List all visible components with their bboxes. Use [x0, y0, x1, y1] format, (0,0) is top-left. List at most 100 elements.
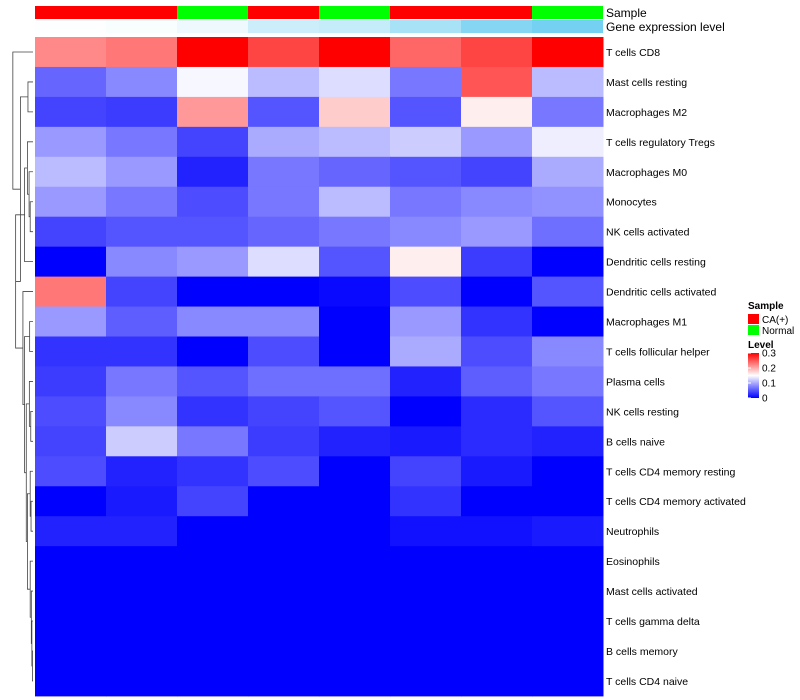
heatmap-cell	[248, 306, 320, 337]
heatmap-cell	[35, 606, 107, 637]
heatmap-cell	[319, 66, 391, 98]
heatmap-cell	[532, 126, 604, 158]
heatmap-cell	[390, 486, 462, 517]
heatmap-cell	[106, 426, 178, 457]
dendrogram-branch	[29, 201, 33, 233]
heatmap-cell	[106, 96, 178, 128]
heatmap-cell	[248, 426, 320, 457]
annotation-cell	[106, 6, 177, 19]
row-label: T cells CD4 naive	[606, 676, 688, 688]
annotation-track-label: Sample	[606, 6, 647, 20]
heatmap-cell	[177, 336, 249, 367]
sample-legend-swatch	[748, 314, 759, 324]
heatmap-cell	[461, 216, 533, 248]
annotation-cell	[35, 6, 106, 19]
heatmap-cell	[390, 576, 462, 607]
heatmap-cell	[319, 306, 391, 337]
level-legend-title: Level	[748, 340, 774, 351]
heatmap-cell	[248, 636, 320, 667]
heatmap-cell	[177, 665, 249, 697]
heatmap-cell	[35, 336, 107, 367]
heatmap-cell	[390, 126, 462, 158]
heatmap-cell	[177, 186, 249, 218]
heatmap-cell	[532, 426, 604, 457]
heatmap-cell	[106, 186, 178, 218]
heatmap-cell	[106, 276, 178, 308]
heatmap-cell	[319, 636, 391, 667]
row-label: T cells CD4 memory resting	[606, 466, 735, 478]
annotation-cell	[35, 20, 106, 33]
heatmap-cell	[248, 246, 320, 278]
heatmap-cell	[532, 246, 604, 278]
heatmap-cell	[248, 546, 320, 577]
heatmap-cell	[35, 186, 107, 218]
heatmap-cell	[106, 396, 178, 427]
dendrogram-branch	[27, 81, 33, 113]
heatmap-cell	[319, 216, 391, 248]
row-label: T cells CD8	[606, 47, 660, 59]
heatmap-cell	[461, 246, 533, 278]
heatmap-cell	[319, 336, 391, 367]
row-label: Dendritic cells resting	[606, 257, 706, 269]
annotation-cell	[532, 6, 603, 19]
heatmap-cell	[390, 516, 462, 547]
heatmap-cell	[35, 126, 107, 158]
heatmap-cell	[35, 276, 107, 308]
heatmap-cell	[532, 486, 604, 517]
row-label: T cells gamma delta	[606, 616, 700, 628]
annotation-track-label: Gene expression level	[606, 20, 725, 34]
heatmap-cell	[177, 306, 249, 337]
heatmap-cell	[461, 546, 533, 577]
heatmap-cell	[319, 426, 391, 457]
heatmap-cell	[248, 486, 320, 517]
heatmap-cell	[35, 306, 107, 337]
heatmap-cell	[461, 396, 533, 427]
heatmap-cell	[106, 66, 178, 98]
heatmap-cell	[106, 306, 178, 337]
heatmap-cell	[532, 366, 604, 397]
row-label: Macrophages M0	[606, 167, 687, 179]
heatmap-cell	[106, 516, 178, 547]
heatmap-cell	[177, 66, 249, 98]
sample-legend-label: CA(+)	[762, 315, 788, 326]
heatmap-cell	[319, 246, 391, 278]
heatmap-cell	[35, 366, 107, 397]
heatmap-cell	[319, 276, 391, 308]
heatmap-cell	[461, 96, 533, 128]
heatmap-cell	[461, 366, 533, 397]
heatmap-cell	[248, 216, 320, 248]
heatmap-cell	[532, 456, 604, 487]
heatmap-cell	[532, 606, 604, 637]
heatmap-cell	[248, 156, 320, 188]
heatmap-cell	[106, 576, 178, 607]
heatmap-cell	[106, 366, 178, 397]
annotation-cell	[248, 20, 319, 33]
row-label: Dendritic cells activated	[606, 287, 716, 299]
heatmap-cell	[390, 396, 462, 427]
heatmap-cell	[177, 396, 249, 427]
heatmap-cell	[35, 636, 107, 667]
heatmap-cell	[319, 366, 391, 397]
heatmap-cell	[248, 576, 320, 607]
heatmap-cell	[177, 37, 249, 68]
heatmap-cell	[461, 426, 533, 457]
heatmap-cell	[248, 336, 320, 367]
heatmap-cell	[177, 96, 249, 128]
heatmap-cell	[319, 516, 391, 547]
heatmap-cell	[248, 366, 320, 397]
annotation-cell	[106, 20, 177, 33]
dendrogram-branch	[28, 171, 33, 218]
heatmap-cell	[177, 246, 249, 278]
heatmap-cell	[461, 516, 533, 547]
dendrogram-branch	[32, 650, 33, 682]
row-label: Neutrophils	[606, 526, 659, 538]
heatmap-cell	[532, 276, 604, 308]
level-legend-tick-label: 0.1	[762, 379, 776, 390]
heatmap-cell	[248, 456, 320, 487]
heatmap-cell	[319, 606, 391, 637]
annotation-cell	[532, 20, 603, 33]
heatmap-cell	[390, 216, 462, 248]
heatmap-cell	[177, 456, 249, 487]
row-label: Macrophages M2	[606, 107, 687, 119]
